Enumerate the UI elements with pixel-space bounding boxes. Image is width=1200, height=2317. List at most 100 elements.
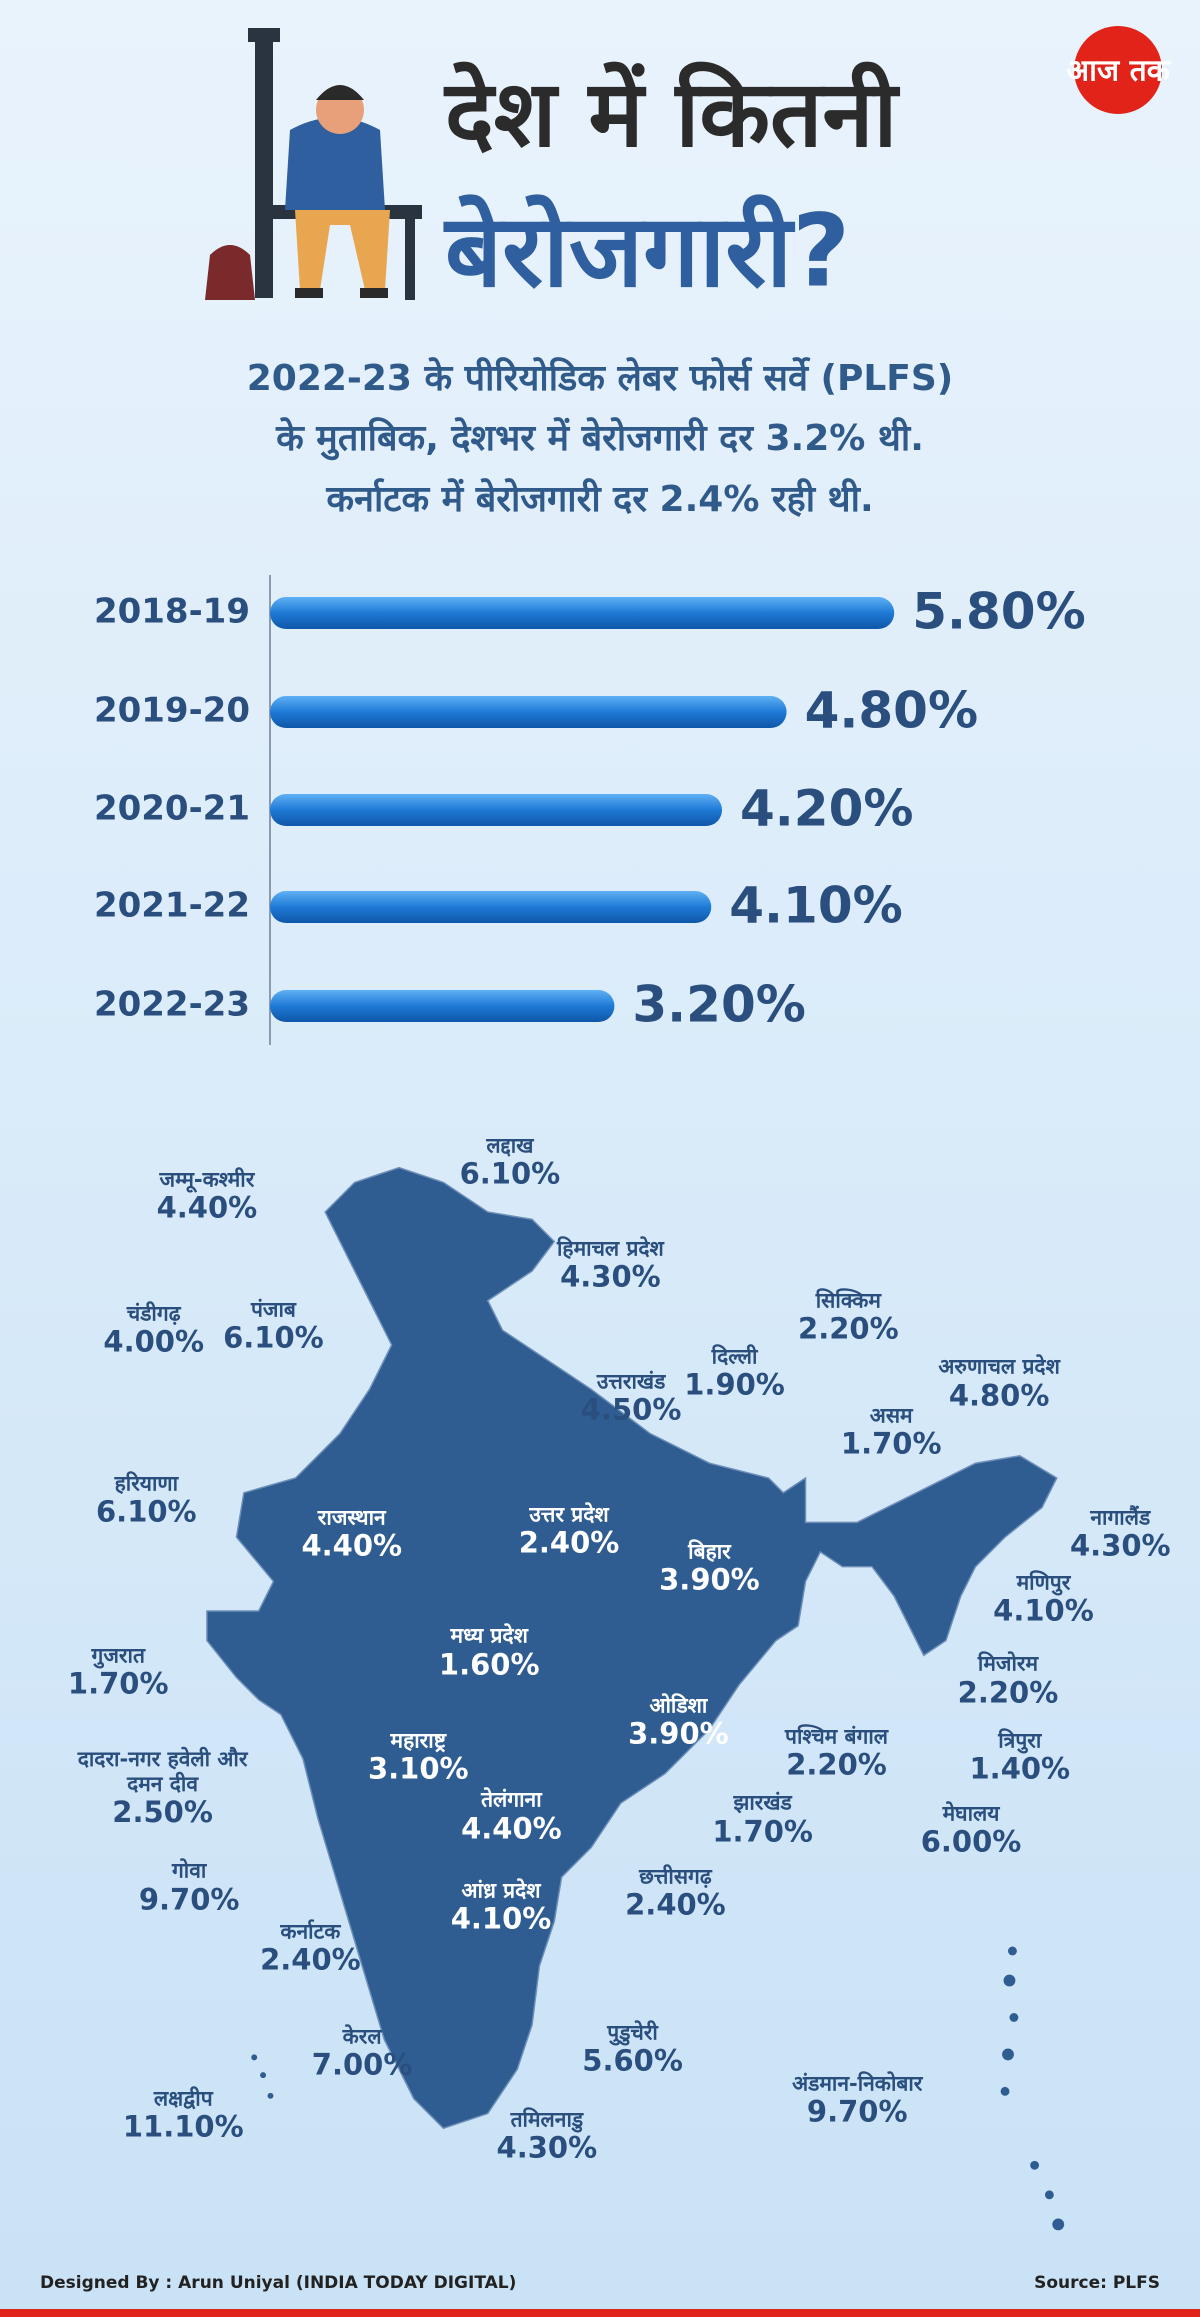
region-rate: 3.10% (367, 1751, 469, 1786)
region-name: गोवा (171, 1858, 207, 1883)
region-rate: 4.30% (1070, 1528, 1171, 1563)
region-name: पश्चिम बंगाल (785, 1724, 889, 1749)
value-label: 5.80% (912, 583, 1085, 641)
region-label: सिक्किम 2.20% (798, 1288, 899, 1345)
y-tick-label: 2022-23 (94, 985, 250, 1025)
subtitle: कर्नाटक में बेरोजगारी दर 2.4% रही थी. (325, 478, 873, 520)
region-label: नागालैंड 4.30% (1070, 1505, 1171, 1562)
region-name: छत्तीसगढ़ (639, 1864, 712, 1889)
region-name: मिजोरम (977, 1651, 1039, 1676)
value-label: 4.80% (805, 682, 978, 740)
value-label: 3.20% (632, 976, 805, 1034)
region-rate: 1.70% (840, 1426, 942, 1461)
credit: Designed By : Arun Uniyal (INDIA TODAY D… (40, 2273, 516, 2293)
india-map (206, 1166, 1065, 2231)
region-rate: 4.00% (103, 1324, 205, 1359)
region-name: गुजरात (91, 1642, 145, 1667)
region-rate: 1.70% (67, 1666, 169, 1701)
region-rate: 9.70% (138, 1881, 240, 1916)
region-name: दादरा-नगर हवेली और दमन दीव (77, 1747, 248, 1796)
region-name: आंध्र प्रदेश (461, 1877, 541, 1902)
bar (270, 794, 723, 826)
bar (270, 696, 787, 728)
region-label: जम्मू-कश्मीर 4.40% (157, 1167, 258, 1224)
region-rate: 1.40% (969, 1751, 1071, 1786)
region-label: त्रिपुरा 1.40% (970, 1729, 1071, 1786)
region-rate: 5.60% (582, 2042, 683, 2077)
region-rate: 11.10% (122, 2109, 244, 2144)
region-name: मेघालय (942, 1801, 1000, 1826)
region-name: असम (869, 1403, 913, 1428)
region-name: केरल (342, 2024, 382, 2049)
region-rate: 4.40% (156, 1190, 258, 1225)
region-rate: 4.50% (580, 1392, 682, 1427)
region-label: मणिपुर 4.10% (993, 1570, 1094, 1627)
region-label: असम 1.70% (841, 1403, 942, 1460)
region-label: तेलंगाना 4.40% (461, 1788, 562, 1845)
region-name: अरुणाचल प्रदेश (938, 1354, 1060, 1379)
region-rate: 2.40% (260, 1942, 361, 1977)
region-label: दिल्ली 1.90% (684, 1344, 785, 1401)
region-name: उत्तराखंड (596, 1369, 666, 1394)
logo-badge (1074, 26, 1162, 114)
region-rate: 7.00% (311, 2047, 413, 2082)
region-name: कर्नाटक (280, 1919, 341, 1944)
region-name: अंडमान-निकोबार (792, 2071, 923, 2096)
region-rate: 2.50% (112, 1794, 213, 1829)
region-name: महाराष्ट्र (390, 1728, 446, 1753)
region-label: आंध्र प्रदेश 4.10% (451, 1878, 552, 1935)
logo: आज तक (1066, 54, 1170, 89)
region-rate: 4.40% (461, 1810, 562, 1845)
region-name: ओडिशा (649, 1693, 708, 1718)
region-label: उत्तराखंड 4.50% (581, 1369, 682, 1426)
region-rate: 4.40% (301, 1528, 403, 1563)
region-label: मिजोरम 2.20% (958, 1652, 1059, 1709)
region-rate: 6.00% (920, 1824, 1022, 1859)
region-label: पंजाब 6.10% (223, 1297, 324, 1354)
region-label: मेघालय 6.00% (921, 1801, 1022, 1858)
y-tick-label: 2018-19 (94, 592, 250, 632)
value-label: 4.10% (729, 877, 902, 935)
region-name: राजस्थान (317, 1505, 386, 1530)
region-rate: 6.10% (459, 1156, 561, 1191)
region-rate: 6.10% (223, 1320, 324, 1355)
region-rate: 1.60% (438, 1646, 540, 1681)
region-name: त्रिपुरा (998, 1728, 1042, 1753)
region-name: हिमाचल प्रदेश (556, 1236, 664, 1261)
region-label: मध्य प्रदेश 1.60% (439, 1624, 540, 1681)
region-rate: 4.80% (948, 1377, 1050, 1412)
region-rate: 1.70% (712, 1813, 813, 1848)
region-name: चंडीगढ़ (126, 1301, 181, 1326)
region-rate: 4.10% (450, 1901, 552, 1936)
region-name: पुडुचेरी (607, 2019, 658, 2044)
source: Source: PLFS (1034, 2273, 1160, 2293)
region-name: झारखंड (733, 1790, 792, 1815)
region-name: बिहार (688, 1539, 731, 1564)
region-rate: 2.20% (786, 1747, 887, 1782)
region-name: उत्तर प्रदेश (529, 1502, 609, 1527)
region-label: अरुणाचल प्रदेश 4.80% (938, 1355, 1060, 1412)
bar (270, 891, 712, 923)
region-label: कर्नाटक 2.40% (260, 1919, 361, 1976)
region-label: केरल 7.00% (312, 2024, 413, 2081)
value-label: 4.20% (740, 780, 913, 838)
region-name: लद्दाख (486, 1132, 534, 1157)
region-name: हरियाणा (114, 1471, 179, 1496)
title: देश में कितनी (443, 60, 900, 167)
region-label: अंडमान-निकोबार 9.70% (792, 2071, 922, 2128)
region-name: लक्षद्वीप (153, 2086, 213, 2111)
region-label: गोवा 9.70% (139, 1859, 240, 1916)
region-rate: 2.20% (957, 1674, 1059, 1709)
region-name: तमिलनाडु (510, 2106, 584, 2131)
y-tick-label: 2021-22 (94, 886, 250, 926)
region-rate: 4.30% (560, 1259, 661, 1294)
bar (270, 597, 895, 629)
region-label: चंडीगढ़ 4.00% (103, 1301, 204, 1358)
region-label: तमिलनाडु 4.30% (497, 2107, 598, 2164)
region-label: पुडुचेरी 5.60% (582, 2020, 683, 2077)
region-rate: 3.90% (628, 1716, 729, 1751)
region-rate: 9.70% (806, 2094, 908, 2129)
region-label: हरियाणा 6.10% (96, 1471, 197, 1528)
